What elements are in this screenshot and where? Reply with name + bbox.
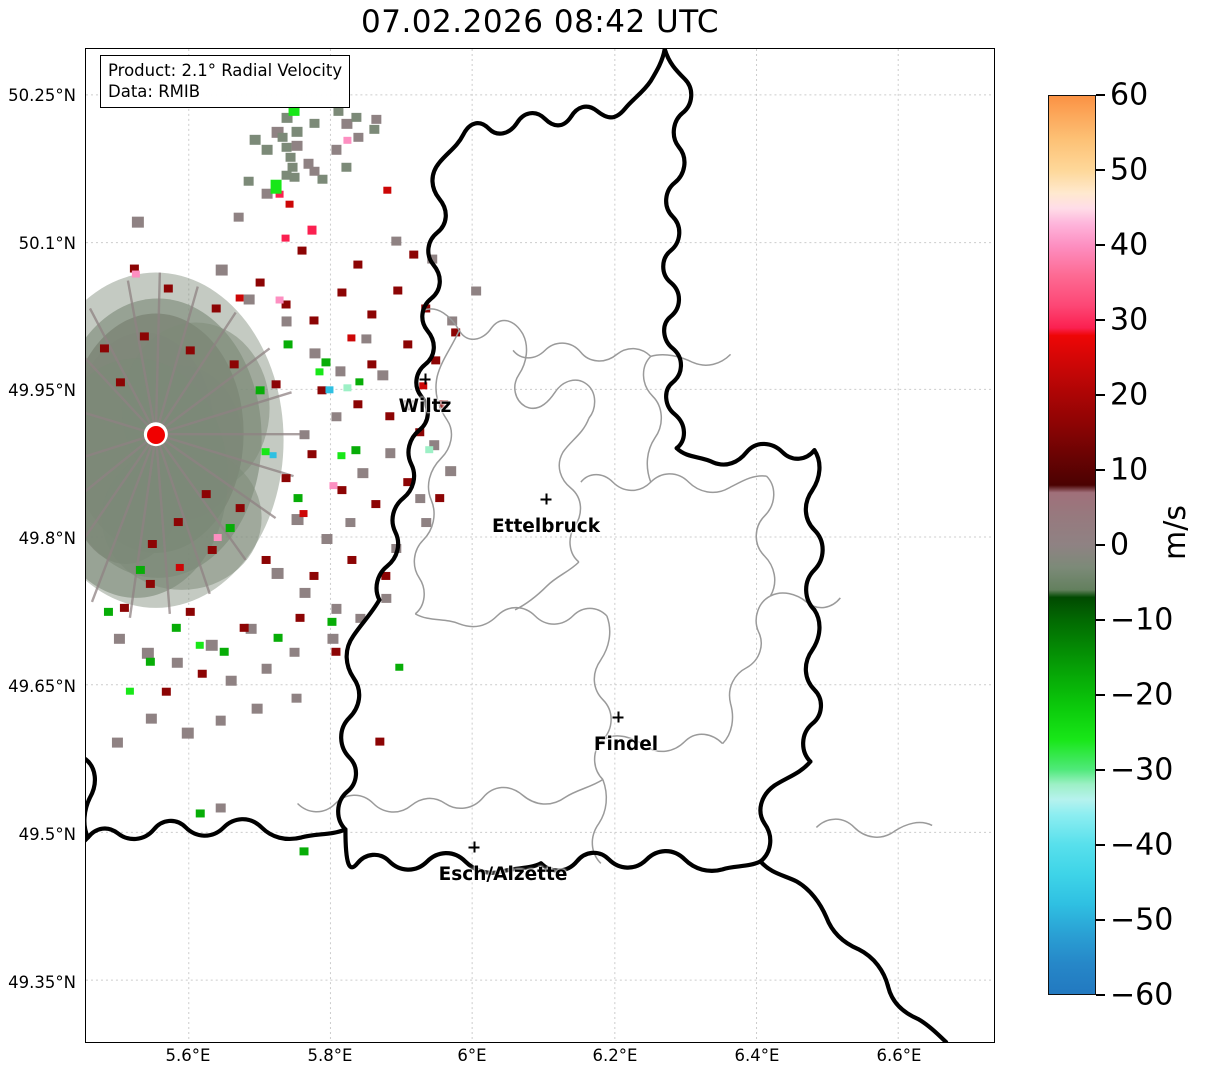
colorbar-tick-label-7: −10	[1110, 602, 1174, 638]
colorbar-tick-11	[1096, 919, 1105, 921]
colorbar-tick-label-10: −40	[1110, 827, 1174, 863]
colorbar-tick-9	[1096, 769, 1105, 771]
city-marker-findel	[612, 711, 624, 723]
clutter-spokes	[86, 272, 300, 619]
colorbar-tick-label-3: 30	[1110, 302, 1149, 338]
info-product-line: Product: 2.1° Radial Velocity	[108, 61, 343, 80]
radar-echo-layer	[86, 103, 482, 856]
colorbar-tick-1	[1096, 169, 1105, 171]
clutter-cells	[111, 114, 482, 813]
echo-green-streak	[277, 132, 300, 182]
map-canvas	[86, 49, 994, 1042]
city-label-wiltz: Wiltz	[398, 396, 452, 417]
x-tick-label-5: 6.6°E	[876, 1046, 922, 1065]
echo-strong-positive-cells	[175, 186, 428, 571]
echo-cyan-cells	[269, 386, 334, 459]
y-tick-label-0: 50.25°N	[8, 86, 76, 105]
colorbar-tick-label-2: 40	[1110, 227, 1149, 263]
city-label-esch-alzette: Esch/Alzette	[438, 864, 568, 885]
x-tick-label-2: 6°E	[457, 1046, 487, 1065]
colorbar-tick-label-1: 50	[1110, 152, 1149, 188]
radar-site-marker[interactable]	[147, 426, 165, 444]
echo-pink-cells	[131, 136, 352, 542]
colorbar-tick-5	[1096, 469, 1105, 471]
city-label-ettelbruck: Ettelbruck	[491, 516, 601, 537]
info-data-line: Data: RMIB	[108, 82, 201, 102]
y-tick-label-5: 49.5°N	[18, 825, 76, 844]
colorbar-tick-0	[1096, 94, 1105, 96]
city-marker-ettelbruck	[540, 493, 552, 505]
colorbar-tick-8	[1096, 694, 1105, 696]
colorbar-tick-label-8: −20	[1110, 677, 1174, 713]
y-tick-label-4: 49.65°N	[8, 677, 76, 696]
x-tick-label-3: 6.2°E	[592, 1046, 638, 1065]
colorbar-tick-6	[1096, 544, 1105, 546]
y-tick-label-3: 49.8°N	[18, 529, 76, 548]
clutter-outer	[86, 272, 284, 608]
city-marker-wiltz	[419, 373, 431, 385]
x-tick-label-4: 6.4°E	[734, 1046, 780, 1065]
colorbar-tick-10	[1096, 844, 1105, 846]
y-tick-label-2: 49.95°N	[8, 381, 76, 400]
map-plot-area[interactable]: Wiltz Ettelbruck Findel Esch/Alzette Pro…	[85, 48, 995, 1043]
x-tick-label-0: 5.6°E	[165, 1046, 211, 1065]
colorbar: 60 50 40 30 20 10 0 −10 −20 −30 −40 −50 −60	[1048, 78, 1173, 1013]
colorbar-tick-label-9: −30	[1110, 752, 1174, 788]
x-tick-label-1: 5.8°E	[307, 1046, 353, 1065]
echo-mint-cells	[343, 384, 434, 454]
colorbar-tick-3	[1096, 319, 1105, 321]
y-tick-label-6: 49.35°N	[8, 973, 76, 992]
product-info-box: Product: 2.1° Radial Velocity Data: RMIB	[100, 55, 351, 109]
colorbar-tick-4	[1096, 394, 1105, 396]
colorbar-tick-label-11: −50	[1110, 902, 1174, 938]
colorbar-tick-label-6: 0	[1110, 527, 1130, 563]
district-border-layer	[297, 308, 933, 864]
echo-bright-negative-cells	[125, 368, 346, 695]
national-border-layer	[86, 49, 949, 1042]
city-label-findel: Findel	[593, 734, 659, 755]
colorbar-unit-label: m/s	[1158, 505, 1193, 560]
city-marker-esch-alzette	[468, 841, 480, 853]
colorbar-tick-label-5: 10	[1110, 452, 1149, 488]
colorbar-tick-7	[1096, 619, 1105, 621]
colorbar-tick-12	[1096, 994, 1105, 996]
echo-magenta-cells	[275, 190, 290, 242]
colorbar-tick-label-12: −60	[1110, 977, 1174, 1013]
colorbar-tick-label-0: 60	[1110, 77, 1149, 113]
echo-upper-group	[243, 103, 380, 235]
colorbar-tick-2	[1096, 244, 1105, 246]
colorbar-gradient	[1048, 95, 1096, 995]
echo-negative-cells	[103, 340, 404, 856]
page-title: 07.02.2026 08:42 UTC	[361, 4, 719, 40]
y-tick-label-1: 50.1°N	[18, 234, 76, 253]
colorbar-tick-label-4: 20	[1110, 377, 1149, 413]
